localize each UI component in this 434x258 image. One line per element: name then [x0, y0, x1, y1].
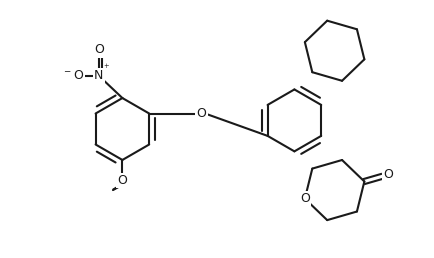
- Text: O: O: [94, 43, 104, 57]
- Text: $^-$O: $^-$O: [62, 69, 84, 82]
- Text: O: O: [300, 192, 310, 205]
- Text: $^+$: $^+$: [102, 63, 110, 73]
- Text: O: O: [383, 168, 393, 181]
- Text: N: N: [94, 69, 103, 82]
- Text: O: O: [197, 107, 207, 120]
- Text: O: O: [118, 174, 127, 187]
